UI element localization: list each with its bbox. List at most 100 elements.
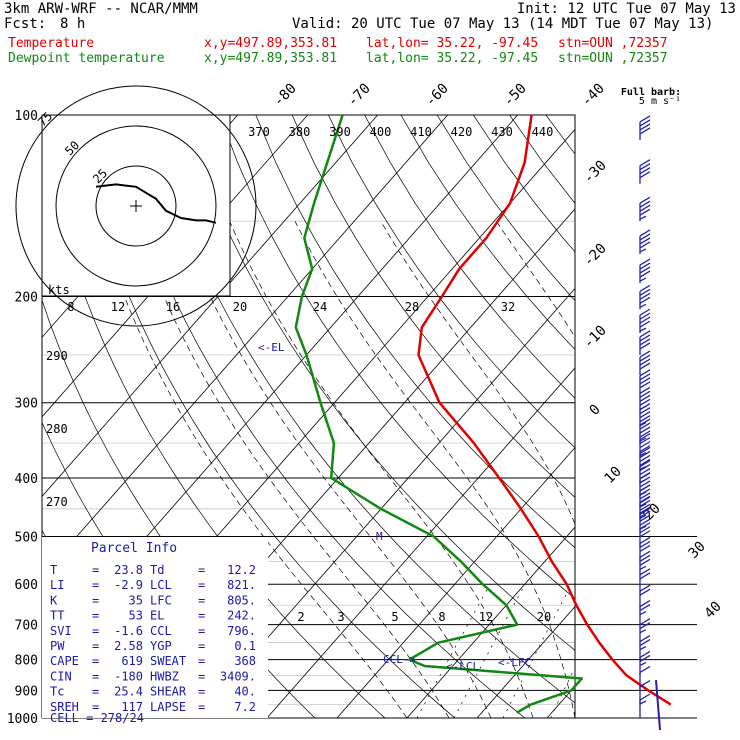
svg-text:=: = [92, 654, 99, 668]
isotherm-label: -80 [271, 81, 300, 110]
parcel-info-row: Tc = 25.4 SHEAR = 40. [50, 685, 256, 699]
svg-text:=: = [198, 639, 205, 653]
wind-barb [639, 115, 651, 140]
wind-barb [639, 635, 651, 660]
isotherm-line [42, 115, 448, 577]
parcel-param-name: LFC [150, 593, 172, 607]
parcel-param-value: 53 [129, 609, 143, 623]
hodograph-ring [15, 85, 257, 327]
dry-adiabat [255, 115, 575, 549]
mixing-ratio-line [416, 584, 491, 718]
parcel-param-name: HWBZ [150, 669, 179, 683]
dewpoint-legend-stn: stn=OUN ,72357 [558, 51, 668, 66]
theta-left-label: 270 [46, 495, 68, 509]
parcel-param-name: SVI [50, 624, 72, 638]
pressure-tick-label: 500 [15, 530, 38, 545]
hodograph-ring [95, 165, 177, 247]
isotherm-label: -40 [579, 81, 608, 110]
wind-barb [639, 369, 651, 394]
hodograph-speed-label: 16 [166, 300, 180, 314]
isotherm-line [42, 115, 378, 498]
pressure-tick-label: 600 [15, 578, 38, 593]
svg-text:=: = [198, 563, 205, 577]
parcel-param-value: 619 [121, 654, 143, 668]
svg-text:=: = [198, 593, 205, 607]
hodograph-ring [55, 125, 217, 287]
parcel-param-value: 23.8 [114, 563, 143, 577]
wind-barbs [639, 115, 661, 731]
mixing-ratio-label: 5 [391, 610, 398, 624]
el-marker: <-EL [258, 341, 285, 354]
hodograph-speed-label: 24 [313, 300, 327, 314]
isotherm-line [617, 115, 740, 718]
dry-adiabat [291, 115, 575, 498]
isotherm-label: -50 [501, 81, 530, 110]
theta-label: 390 [329, 125, 351, 139]
parcel-param-name: Tc [50, 685, 64, 699]
theta-label: 420 [451, 125, 473, 139]
isotherm-label: 40 [702, 599, 725, 622]
temperature-legend-latlon: lat,lon= 35.22, -97.45 [366, 36, 539, 51]
mixing-ratio-line [594, 584, 657, 718]
m-marker: M [376, 530, 383, 543]
svg-text:=: = [198, 578, 205, 592]
theta-label: 400 [370, 125, 392, 139]
svg-text:=: = [92, 624, 99, 638]
dry-adiabat [182, 115, 575, 651]
pressure-tick-label: 700 [15, 619, 38, 634]
isotherm-label: -30 [581, 158, 610, 187]
parcel-param-name: LAPSE [150, 700, 186, 714]
parcel-param-value: 242. [227, 609, 256, 623]
wind-barb [639, 159, 651, 184]
pressure-tick-label: 300 [15, 397, 38, 412]
pressure-tick-label: 100 [15, 109, 38, 124]
parcel-param-name: SWEAT [150, 654, 186, 668]
parcel-param-value: 805. [227, 593, 256, 607]
parcel-param-name: LI [50, 578, 64, 592]
parcel-info-row: T = 23.8 Td = 12.2 [50, 563, 256, 577]
svg-text:=: = [92, 685, 99, 699]
parcel-param-name: Td [150, 563, 164, 577]
wind-barb [639, 600, 651, 625]
parcel-param-value: 40. [234, 685, 256, 699]
theta-left-label: 280 [46, 422, 68, 436]
isotherm-line [687, 115, 740, 718]
lfc-marker: <-LFC [498, 656, 531, 669]
dry-adiabat [618, 115, 740, 718]
moist-adiabat [177, 221, 492, 718]
parcel-info-row: LI = -2.9 LCL = 821. [50, 578, 256, 592]
parcel-param-name: SHEAR [150, 685, 187, 699]
wind-barb [639, 350, 651, 376]
forecast-value: 8 h [60, 16, 86, 32]
svg-text:=: = [92, 609, 99, 623]
parcel-param-value: 25.4 [114, 685, 143, 699]
moist-adiabat [98, 221, 408, 718]
dry-adiabat [219, 115, 575, 600]
mixing-ratio-label: 20 [537, 610, 551, 624]
theta-label: 430 [491, 125, 513, 139]
parcel-param-value: -2.9 [114, 578, 143, 592]
temperature-legend-stn: stn=OUN ,72357 [558, 36, 668, 51]
wind-barb [639, 284, 651, 310]
mixing-ratio-label: 12 [479, 610, 493, 624]
dry-adiabat [327, 115, 575, 449]
moist-adiabat [229, 221, 534, 718]
parcel-param-name: CCL [150, 624, 172, 638]
parcel-param-name: TT [50, 609, 64, 623]
dry-adiabat [110, 115, 526, 718]
parcel-param-value: 2.58 [114, 639, 143, 653]
parcel-info-row: CAPE = 619 SWEAT = 368 [50, 654, 256, 668]
theta-left-label: 290 [46, 349, 68, 363]
parcel-param-value: 368 [234, 654, 256, 668]
mixing-ratio-line [453, 584, 526, 718]
isotherm-line [266, 367, 575, 718]
moist-adiabat [646, 221, 713, 718]
mixing-ratio-line [502, 584, 572, 718]
svg-text:=: = [92, 563, 99, 577]
parcel-param-value: 796. [227, 624, 256, 638]
hodograph-speed-label: 8 [67, 300, 74, 314]
parcel-param-name: EL [150, 609, 164, 623]
parcel-info-row: TT = 53 EL = 242. [50, 609, 256, 623]
